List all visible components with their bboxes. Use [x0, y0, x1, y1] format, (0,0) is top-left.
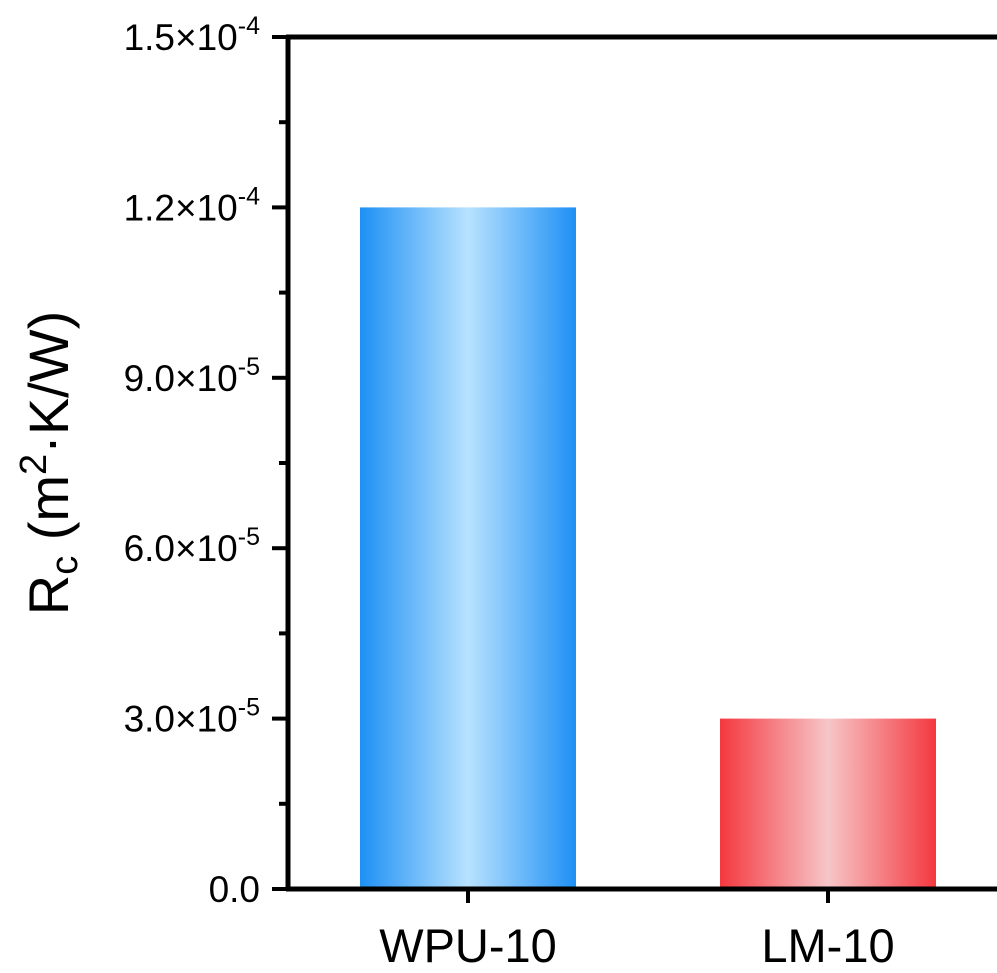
bar-lm-10 — [720, 718, 936, 889]
y-tick-label: 3.0×10-5 — [124, 694, 260, 740]
x-tick-label-lm-10: LM-10 — [761, 919, 894, 972]
y-tick-label: 1.2×10-4 — [124, 182, 261, 228]
y-axis-title: Rc (m2·K/W) — [13, 311, 86, 616]
x-tick-label-wpu-10: WPU-10 — [379, 919, 557, 972]
y-tick-label: 9.0×10-5 — [124, 353, 260, 399]
bar-wpu-10 — [360, 207, 576, 889]
y-tick-label: 6.0×10-5 — [124, 523, 260, 569]
y-tick-label: 0.0 — [209, 869, 260, 910]
y-tick-label: 1.5×10-4 — [124, 12, 261, 58]
